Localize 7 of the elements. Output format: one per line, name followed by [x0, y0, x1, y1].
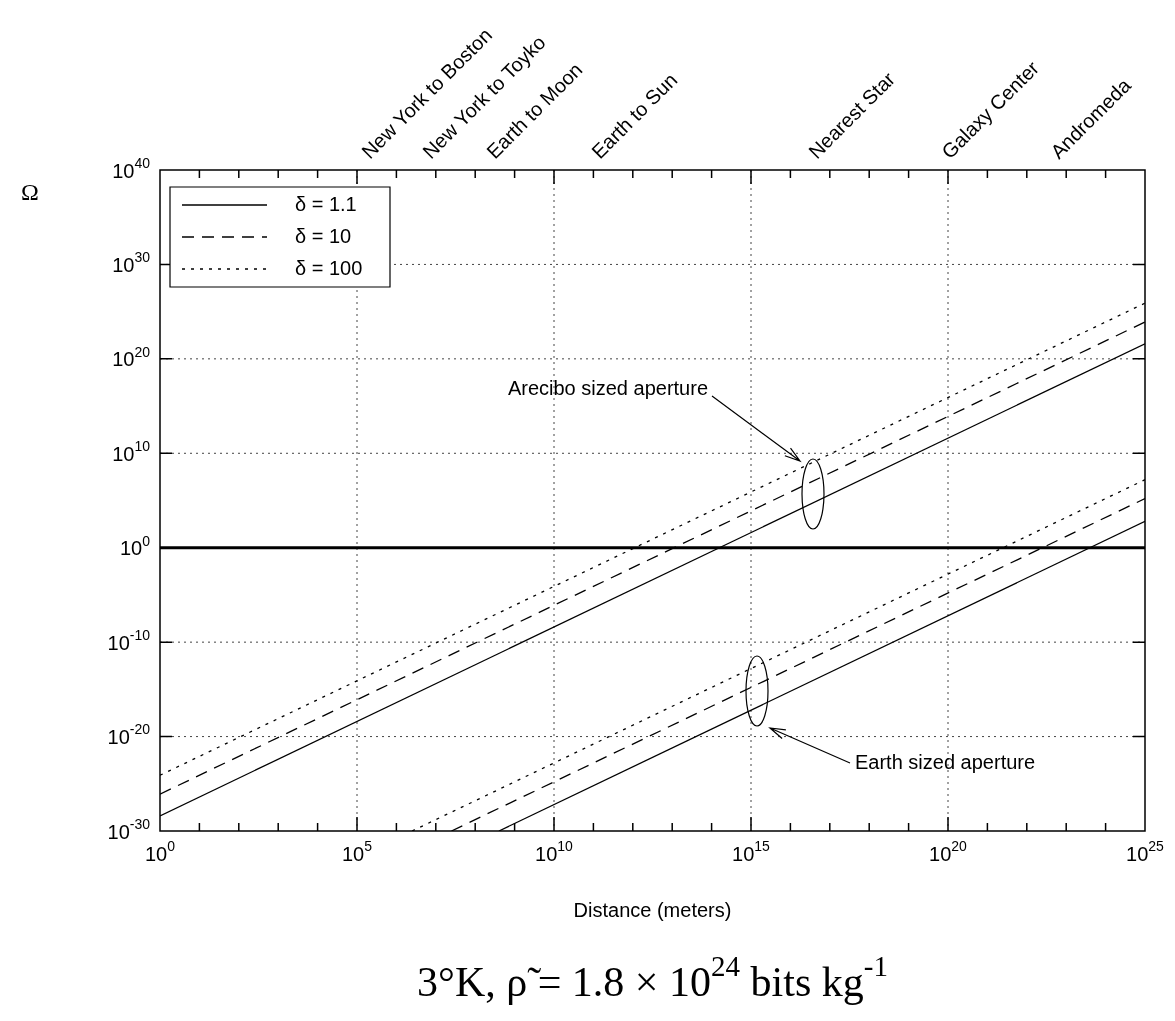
x-axis-title: Distance (meters) [573, 898, 732, 921]
annotation: Arecibo sized aperture [507, 376, 708, 399]
legend-label: δ = 100 [295, 256, 363, 279]
y-axis-title: Ω [21, 179, 39, 206]
legend-label: δ = 1.1 [295, 192, 357, 215]
legend-label: δ = 10 [295, 224, 352, 247]
annotation: Earth sized aperture [855, 750, 1036, 773]
